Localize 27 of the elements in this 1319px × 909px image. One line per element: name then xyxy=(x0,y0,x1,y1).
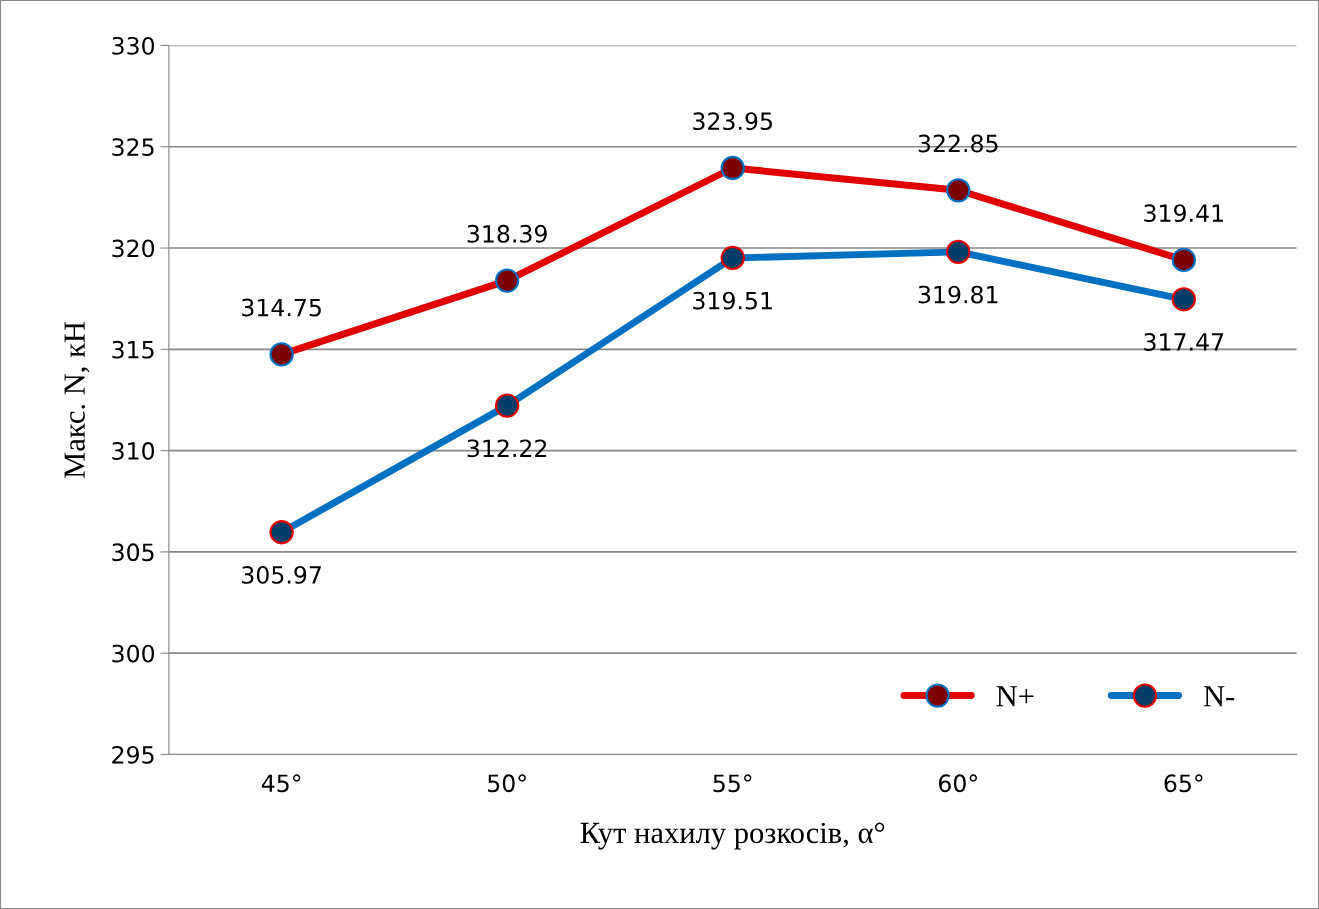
data-label: 318.39 xyxy=(467,224,547,243)
data-label: 312.22 xyxy=(467,439,547,458)
x-tick-label: 55° xyxy=(713,774,752,793)
y-tick-label: 320 xyxy=(112,239,155,258)
y-tick-label: 330 xyxy=(112,36,155,55)
y-tick-label: 295 xyxy=(112,745,154,764)
y-tick-label: 310 xyxy=(112,442,155,460)
data-label: 323.95 xyxy=(693,112,772,131)
x-axis-title: Кут нахилу розкосів, α° xyxy=(580,822,885,850)
data-label: 317.47 xyxy=(1144,333,1224,351)
x-tick-label: 65° xyxy=(1164,774,1203,793)
data-label: 319.41 xyxy=(1144,204,1223,223)
x-tick-label: 60° xyxy=(938,774,977,793)
data-label: 319.81 xyxy=(918,285,998,304)
legend-label: N+ xyxy=(996,686,1034,707)
data-label: 305.97 xyxy=(242,565,321,584)
y-tick-label: 315 xyxy=(112,340,154,359)
data-label: 314.75 xyxy=(242,298,321,317)
y-tick-label: 325 xyxy=(112,138,154,157)
data-label: 319.51 xyxy=(693,291,772,310)
legend-label: N- xyxy=(1203,686,1235,707)
x-tick-label: 45° xyxy=(261,774,301,793)
y-tick-label: 305 xyxy=(112,543,154,562)
y-axis-title: Макс. N, кН xyxy=(64,321,90,479)
x-tick-label: 50° xyxy=(488,774,526,793)
data-label: 322.85 xyxy=(918,134,998,153)
y-tick-label: 300 xyxy=(112,644,155,663)
